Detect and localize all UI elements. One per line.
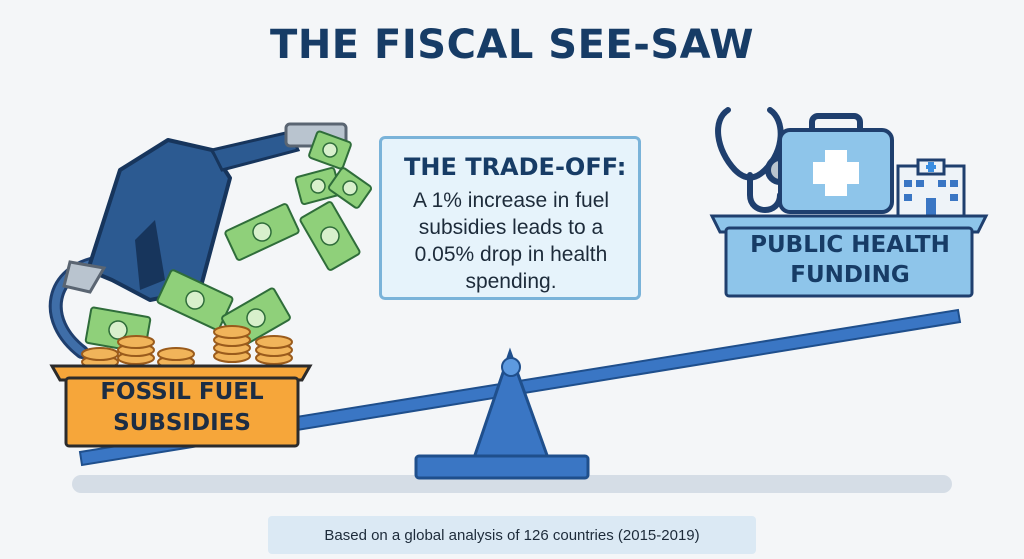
page-title: THE FISCAL SEE-SAW: [270, 22, 754, 68]
fossil-fuel-box: [49, 364, 313, 448]
public-health-funding-label: PUBLIC HEALTH FUNDING: [750, 232, 950, 288]
money-bill-icon: [84, 130, 373, 354]
tradeoff-callout: THE TRADE-OFF: A 1% increase in fuel sub…: [379, 136, 641, 300]
tradeoff-heading: THE TRADE-OFF:: [404, 153, 627, 181]
tradeoff-body: A 1% increase in fuel subsidies leads to…: [412, 189, 610, 293]
source-note: Based on a global analysis of 126 countr…: [268, 516, 756, 554]
public-health-box: [709, 214, 989, 298]
hospital-icon: [896, 158, 966, 218]
ground-line: [72, 475, 952, 493]
medical-kit-icon: [778, 113, 894, 214]
fossil-fuel-subsidies-label: FOSSIL FUEL SUBSIDIES: [100, 379, 264, 436]
fulcrum-icon: [414, 347, 590, 480]
